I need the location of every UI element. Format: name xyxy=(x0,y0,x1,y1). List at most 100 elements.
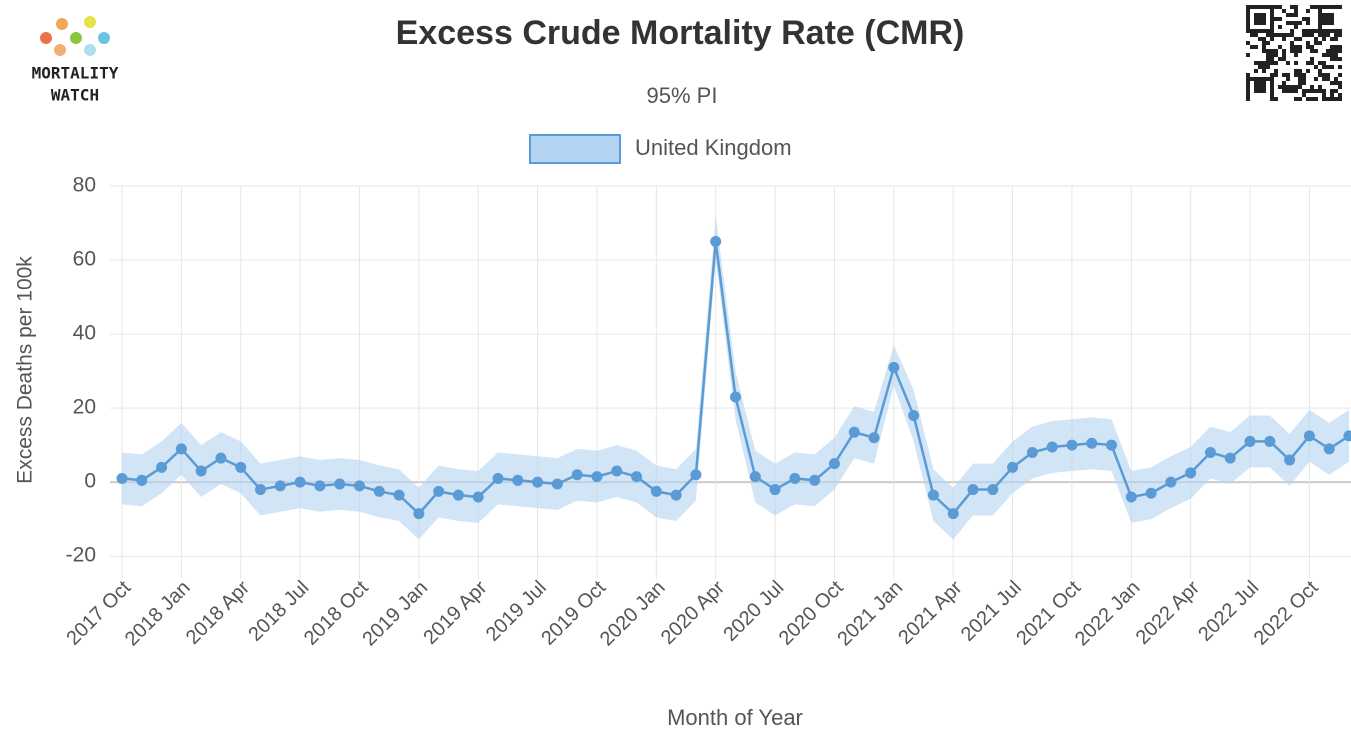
qr-cell xyxy=(1270,97,1274,101)
qr-cell xyxy=(1270,49,1274,53)
chart-title: Excess Crude Mortality Rate (CMR) xyxy=(396,14,965,52)
qr-cell xyxy=(1338,49,1342,53)
qr-cell xyxy=(1254,81,1258,85)
qr-cell xyxy=(1266,33,1270,37)
qr-cell xyxy=(1270,53,1274,57)
qr-cell xyxy=(1322,53,1326,57)
y-tick-label: 0 xyxy=(84,470,96,493)
qr-cell xyxy=(1254,17,1258,21)
qr-cell xyxy=(1326,5,1330,9)
qr-cell xyxy=(1250,77,1254,81)
qr-cell xyxy=(1322,77,1326,81)
qr-cell xyxy=(1310,49,1314,53)
data-point xyxy=(967,484,979,496)
x-tick-label: 2019 Apr xyxy=(419,576,491,648)
qr-cell xyxy=(1338,85,1342,89)
qr-cell xyxy=(1274,49,1278,53)
qr-cell xyxy=(1286,77,1290,81)
data-point xyxy=(710,236,722,248)
qr-cell xyxy=(1334,5,1338,9)
qr-cell xyxy=(1294,13,1298,17)
qr-cell xyxy=(1278,33,1282,37)
qr-cell xyxy=(1262,81,1266,85)
qr-cell xyxy=(1306,45,1310,49)
qr-cell xyxy=(1318,25,1322,29)
data-point xyxy=(433,485,445,497)
qr-cell xyxy=(1298,97,1302,101)
qr-cell xyxy=(1262,45,1266,49)
qr-cell xyxy=(1322,73,1326,77)
qr-cell xyxy=(1250,33,1254,37)
qr-cell xyxy=(1318,17,1322,21)
qr-cell xyxy=(1314,49,1318,53)
qr-cell xyxy=(1294,89,1298,93)
data-point xyxy=(769,484,781,496)
qr-cell xyxy=(1274,69,1278,73)
qr-cell xyxy=(1294,5,1298,9)
qr-cell xyxy=(1326,13,1330,17)
qr-cell xyxy=(1254,45,1258,49)
data-point xyxy=(1244,435,1256,447)
qr-cell xyxy=(1282,37,1286,41)
qr-cell xyxy=(1262,89,1266,93)
x-tick-label: 2021 Apr xyxy=(894,576,966,648)
qr-cell xyxy=(1258,29,1262,33)
qr-cell xyxy=(1302,17,1306,21)
qr-cell xyxy=(1294,37,1298,41)
qr-cell xyxy=(1318,41,1322,45)
data-point xyxy=(1026,447,1038,459)
x-tick-label: 2020 Apr xyxy=(657,576,729,648)
qr-cell xyxy=(1270,33,1274,37)
qr-cell xyxy=(1338,33,1342,37)
qr-cell xyxy=(1310,61,1314,65)
qr-cell xyxy=(1270,37,1274,41)
qr-cell xyxy=(1282,57,1286,61)
qr-cell xyxy=(1334,29,1338,33)
qr-cell xyxy=(1314,41,1318,45)
qr-cell xyxy=(1246,13,1250,17)
qr-cell xyxy=(1338,97,1342,101)
qr-cell xyxy=(1278,57,1282,61)
x-tick-label: 2022 Apr xyxy=(1132,576,1204,648)
qr-cell xyxy=(1258,89,1262,93)
qr-cell xyxy=(1250,45,1254,49)
x-tick-label: 2021 Jan xyxy=(833,577,907,651)
x-tick-label: 2020 Jan xyxy=(596,577,670,651)
data-point xyxy=(1343,430,1351,442)
qr-cell xyxy=(1330,37,1334,41)
qr-cell xyxy=(1322,21,1326,25)
qr-cell xyxy=(1282,73,1286,77)
logo-icon xyxy=(40,16,110,56)
qr-cell xyxy=(1258,5,1262,9)
qr-cell xyxy=(1334,77,1338,81)
qr-cell xyxy=(1306,33,1310,37)
data-point xyxy=(136,474,148,486)
qr-cell xyxy=(1266,61,1270,65)
qr-cell xyxy=(1278,25,1282,29)
qr-cell xyxy=(1266,57,1270,61)
data-point xyxy=(353,480,365,492)
qr-cell xyxy=(1322,89,1326,93)
qr-cell xyxy=(1258,65,1262,69)
qr-cell xyxy=(1266,5,1270,9)
qr-cell xyxy=(1266,53,1270,57)
x-tick-label: 2018 Apr xyxy=(182,576,254,648)
qr-cell xyxy=(1338,45,1342,49)
qr-cell xyxy=(1246,5,1250,9)
qr-cell xyxy=(1274,5,1278,9)
qr-cell xyxy=(1302,77,1306,81)
qr-cell xyxy=(1270,13,1274,17)
qr-cell xyxy=(1322,61,1326,65)
qr-cell xyxy=(1286,89,1290,93)
qr-cell xyxy=(1254,33,1258,37)
qr-cell xyxy=(1310,29,1314,33)
qr-cell xyxy=(1270,85,1274,89)
qr-cell xyxy=(1290,21,1294,25)
qr-cell xyxy=(1294,9,1298,13)
data-point xyxy=(571,469,583,481)
qr-cell xyxy=(1302,73,1306,77)
qr-cell xyxy=(1298,45,1302,49)
qr-cell xyxy=(1262,49,1266,53)
qr-cell xyxy=(1282,9,1286,13)
qr-cell xyxy=(1298,77,1302,81)
